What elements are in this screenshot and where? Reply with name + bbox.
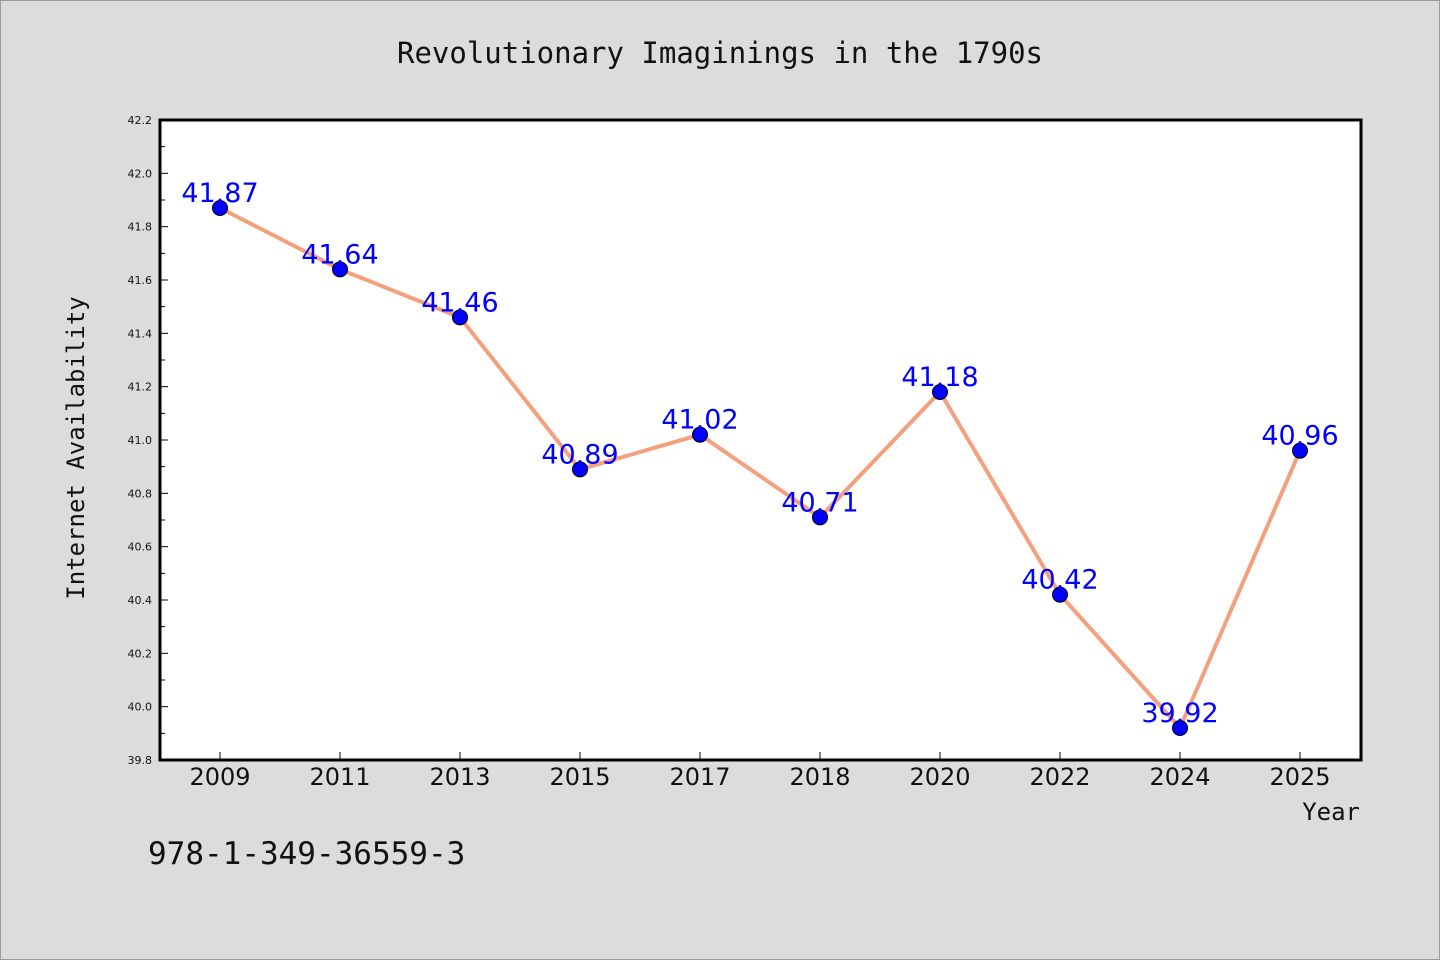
y-tick-label: 40.6: [128, 541, 153, 554]
data-point-marker: [692, 426, 708, 443]
y-tick-label: 40.4: [128, 594, 153, 607]
series-line: [219, 206, 1302, 730]
data-point-marker: [332, 261, 348, 278]
data-label: 41.46: [421, 287, 498, 318]
x-tick-label: 2024: [1149, 763, 1210, 791]
data-label: 41.02: [661, 405, 738, 436]
data-label: 40.42: [1021, 565, 1098, 596]
data-point-marker: [1172, 720, 1188, 736]
series-group: [212, 200, 1308, 736]
y-tick-label: 42.2: [128, 114, 153, 127]
y-tick-label: 41.8: [128, 221, 153, 234]
x-tick-label: 2013: [429, 763, 490, 791]
data-label: 40.89: [541, 439, 618, 470]
data-point-marker: [1052, 586, 1068, 603]
y-tick-label: 40.2: [128, 647, 153, 660]
x-tick-label: 2011: [309, 763, 370, 791]
data-point-marker: [812, 509, 828, 526]
data-point-marker: [932, 384, 948, 400]
data-point-marker: [572, 461, 588, 478]
chart-title: Revolutionary Imaginings in the 1790s: [397, 36, 1043, 70]
y-axis-ticks: 39.8 40.0 40.2 40.4 40.6 40.8 41.0 41.2 41.4 41.6…: [128, 114, 168, 767]
data-label: 40.71: [781, 487, 858, 518]
data-point-marker: [212, 200, 228, 216]
y-axis-label: Internet Availability: [62, 296, 90, 599]
y-tick-label: 40.0: [128, 701, 153, 714]
x-tick-label: 2017: [669, 763, 730, 791]
y-tick-label: 41.6: [128, 274, 153, 287]
data-point-marker: [452, 309, 468, 326]
x-tick-label: 2022: [1029, 763, 1090, 791]
data-label: 41.64: [301, 239, 378, 270]
x-axis-label: Year: [1302, 798, 1360, 826]
x-tick-label: 2020: [909, 763, 970, 791]
x-tick-label: 2018: [789, 763, 850, 791]
plot-area: [158, 118, 1363, 762]
y-tick-label: 41.0: [128, 434, 153, 447]
data-label: 39.92: [1141, 698, 1218, 729]
data-label: 41.87: [181, 178, 258, 209]
y-tick-label: 41.2: [128, 381, 153, 394]
data-point-marker: [1292, 442, 1308, 459]
y-tick-label: 41.4: [128, 327, 153, 340]
y-tick-label: 39.8: [128, 754, 153, 767]
x-tick-label: 2015: [549, 763, 610, 791]
x-tick-label: 2009: [189, 763, 250, 791]
y-tick-label: 40.8: [128, 487, 153, 500]
isbn-text: 978-1-349-36559-3: [148, 836, 465, 872]
data-labels-group: 41.87 41.64 41.46 40.89 41.02 40.71 41.18 40.42…: [181, 178, 1338, 729]
x-tick-label: 2025: [1269, 763, 1330, 791]
data-label: 40.96: [1261, 421, 1338, 452]
data-label: 41.18: [901, 362, 978, 393]
y-tick-label: 42.0: [128, 167, 153, 180]
x-axis-ticks: 2009 2011 2013 2015 2017 2018 2020 2022 2024 2025: [189, 752, 1331, 791]
